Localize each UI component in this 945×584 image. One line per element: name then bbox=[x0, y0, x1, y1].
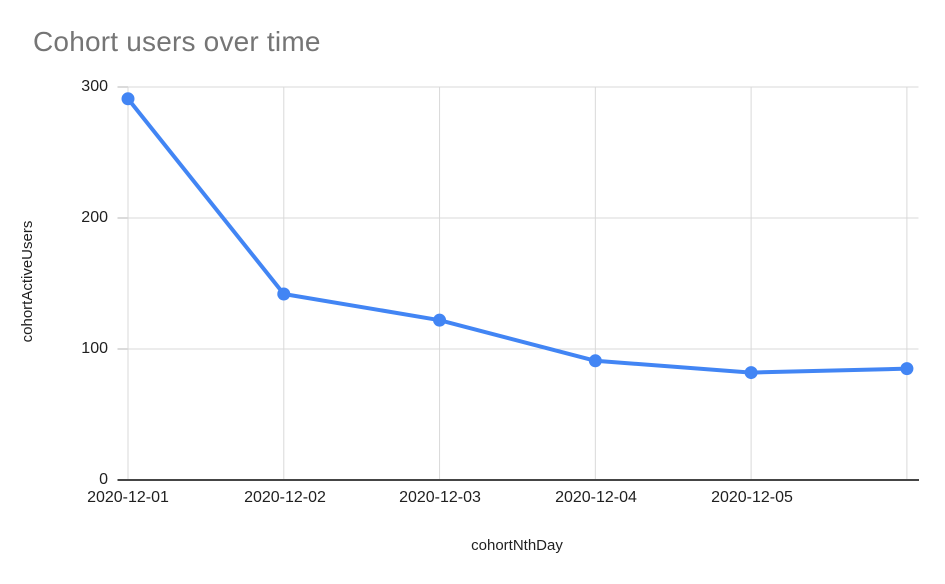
y-tick-label: 0 bbox=[99, 471, 108, 488]
data-point[interactable] bbox=[121, 92, 135, 106]
x-tick-label: 2020-12-02 bbox=[244, 489, 326, 506]
data-point[interactable] bbox=[744, 366, 758, 380]
x-tick-label: 2020-12-05 bbox=[711, 489, 793, 506]
y-tick-label: 100 bbox=[81, 340, 108, 357]
x-axis-title: cohortNthDay bbox=[471, 537, 563, 554]
data-point[interactable] bbox=[900, 362, 914, 376]
chart-title: Cohort users over time bbox=[33, 26, 321, 57]
data-point[interactable] bbox=[277, 287, 291, 301]
x-tick-label: 2020-12-03 bbox=[399, 489, 481, 506]
x-tick-label: 2020-12-04 bbox=[555, 489, 637, 506]
data-point[interactable] bbox=[588, 354, 602, 368]
data-point[interactable] bbox=[433, 313, 447, 327]
y-tick-label: 200 bbox=[81, 209, 108, 226]
y-tick-label: 300 bbox=[81, 78, 108, 95]
series-line bbox=[126, 96, 909, 375]
y-axis-title: cohortActiveUsers bbox=[19, 220, 36, 343]
x-tick-label: 2020-12-01 bbox=[87, 489, 169, 506]
